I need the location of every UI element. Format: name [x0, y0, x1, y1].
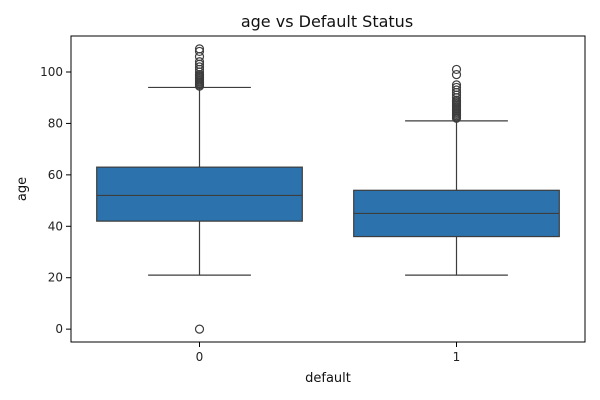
plot-frame: [70, 35, 586, 343]
y-tick-label: 0: [55, 322, 63, 336]
box-group-1: [353, 64, 560, 276]
y-tick-label: 80: [48, 116, 63, 130]
y-axis: 0 20 40 60 80 100: [40, 65, 71, 336]
chart-title: age vs Default Status: [241, 12, 413, 31]
outlier-point: [194, 324, 205, 334]
box-plots: [96, 44, 560, 334]
x-tick-label: 1: [453, 350, 461, 364]
outlier-point: [451, 64, 462, 75]
outlier-point: [451, 85, 462, 95]
x-axis-label: default: [305, 371, 351, 386]
x-tick-label: 0: [196, 350, 204, 364]
outlier-point: [194, 57, 205, 67]
outlier-point: [451, 80, 462, 90]
iqr-box: [96, 166, 303, 222]
outlier-point: [451, 69, 462, 80]
box-group-0: [96, 44, 303, 334]
y-axis-label: age: [15, 177, 30, 201]
y-tick-label: 60: [48, 168, 63, 182]
outlier-point: [194, 46, 205, 57]
outlier-point: [194, 62, 205, 72]
outlier-point: [451, 82, 462, 93]
outlier-point: [194, 44, 205, 54]
y-tick-label: 100: [40, 65, 63, 79]
y-tick-label: 20: [48, 271, 63, 285]
y-tick-label: 40: [48, 219, 63, 233]
